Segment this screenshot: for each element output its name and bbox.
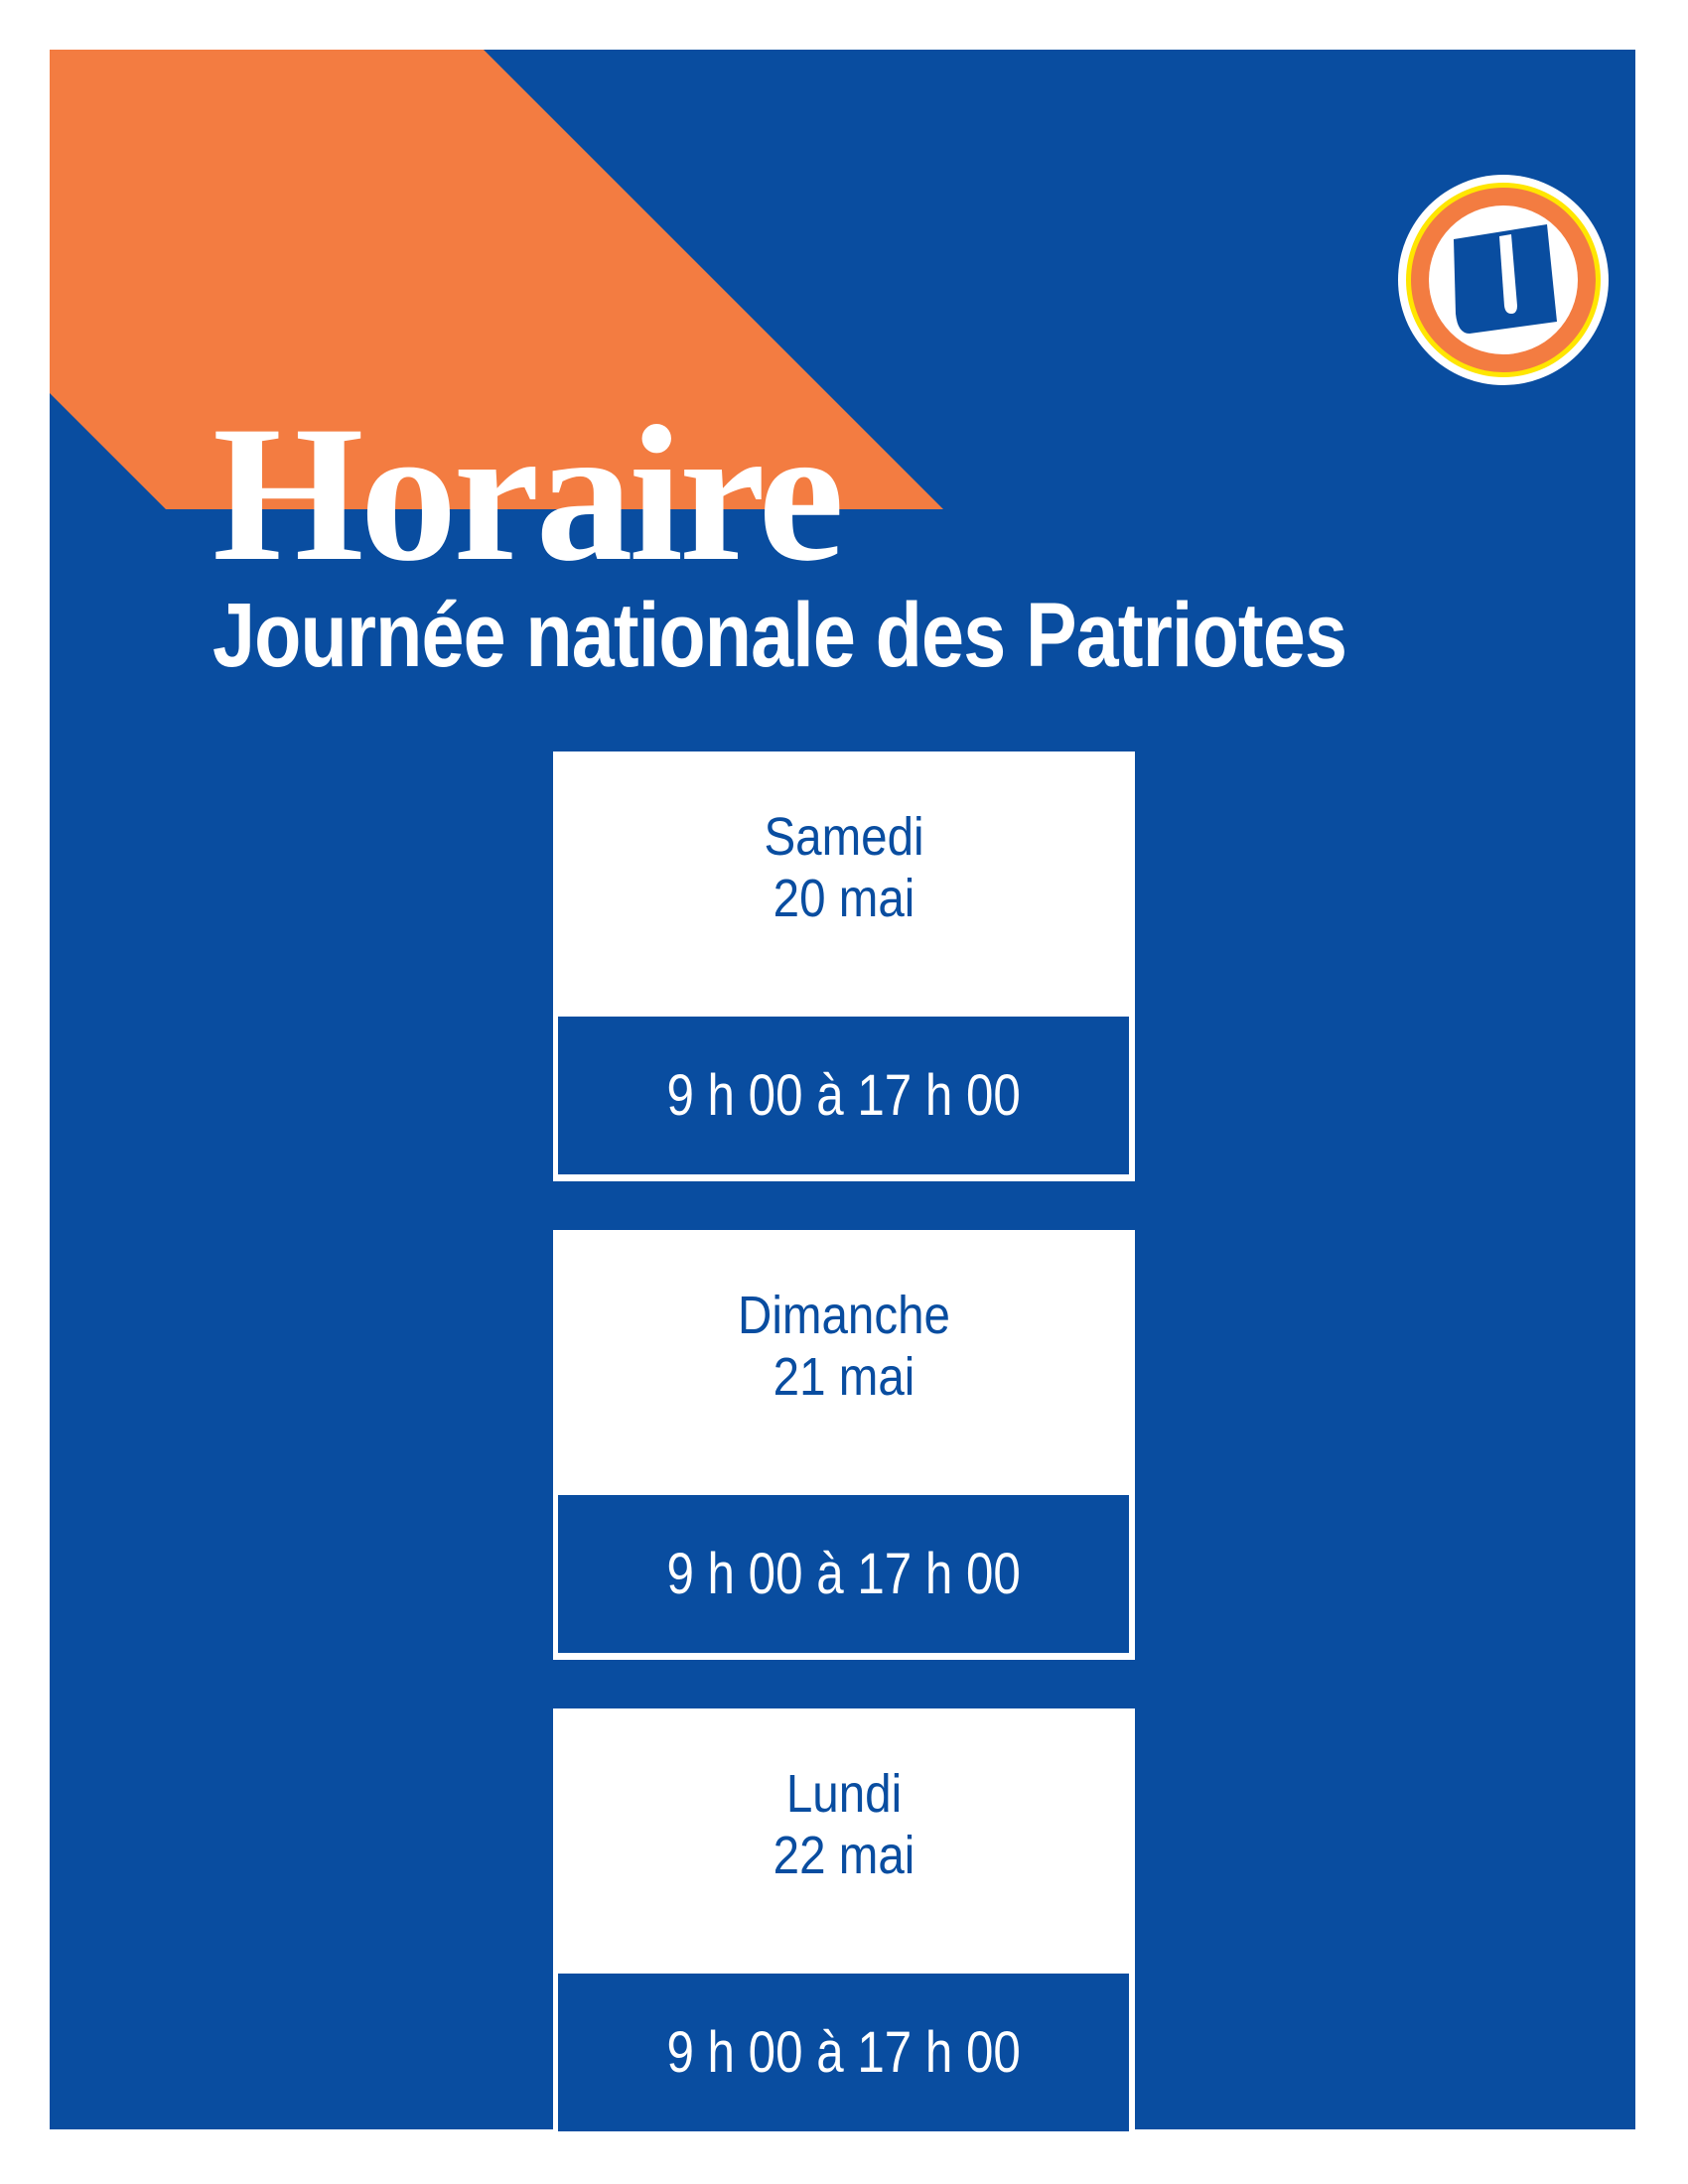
hours-box: 9 h 00 à 17 h 00 xyxy=(558,1495,1129,1653)
orange-diagonal-band xyxy=(50,50,943,509)
hours-text: 9 h 00 à 17 h 00 xyxy=(666,1542,1021,1606)
page-title: Horaire xyxy=(212,386,844,602)
hours-box: 9 h 00 à 17 h 00 xyxy=(558,1017,1129,1174)
schedule-card: Samedi 20 mai 9 h 00 à 17 h 00 xyxy=(553,751,1135,1181)
page-subtitle: Journée nationale des Patriotes xyxy=(212,585,1347,686)
day-name: Samedi xyxy=(764,807,924,867)
hours-text: 9 h 00 à 17 h 00 xyxy=(666,2020,1021,2085)
schedule-card: Dimanche 21 mai 9 h 00 à 17 h 00 xyxy=(553,1230,1135,1660)
day-name: Dimanche xyxy=(738,1286,950,1345)
u-logo-icon xyxy=(1398,175,1609,385)
hours-text: 9 h 00 à 17 h 00 xyxy=(666,1063,1021,1128)
day-date: 20 mai xyxy=(773,869,915,928)
day-name: Lundi xyxy=(785,1764,903,1824)
hours-box: 9 h 00 à 17 h 00 xyxy=(558,1974,1129,2131)
day-date: 22 mai xyxy=(773,1826,915,1885)
day-date: 21 mai xyxy=(773,1347,915,1407)
schedule-card: Lundi 22 mai 9 h 00 à 17 h 00 xyxy=(553,1708,1135,2138)
